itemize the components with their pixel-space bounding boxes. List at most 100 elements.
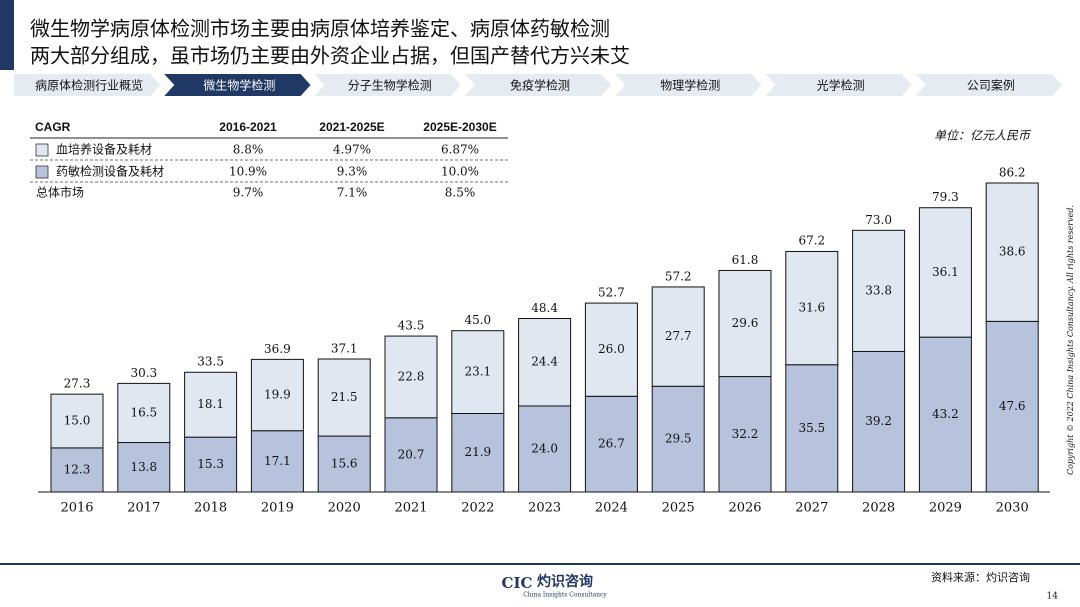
- total-label: 45.0: [464, 313, 491, 327]
- x-tick-label: 2021: [394, 501, 427, 516]
- unit-label: 单位：亿元人民币: [934, 129, 1032, 143]
- bar-segment: [384, 335, 438, 419]
- value-label: 24.0: [531, 441, 558, 455]
- x-tick-label: 2027: [795, 501, 828, 516]
- x-tick-label: 2018: [194, 501, 227, 516]
- value-label: 47.6: [999, 399, 1026, 413]
- bar-segment: [785, 364, 839, 493]
- value-label: 29.5: [665, 432, 692, 446]
- table-cell: 10.9%: [229, 165, 267, 179]
- x-tick-label: 2019: [261, 501, 294, 516]
- total-label: 61.8: [732, 253, 759, 267]
- accent-bar: [0, 0, 14, 70]
- bar-segment: [985, 182, 1039, 322]
- logo-mark: CIC: [502, 574, 533, 592]
- nav-tab: [14, 74, 161, 96]
- bar-segment: [317, 358, 371, 437]
- value-label: 26.7: [598, 437, 625, 451]
- total-label: 67.2: [798, 234, 825, 248]
- bar-segment: [117, 442, 171, 493]
- total-label: 43.5: [398, 319, 425, 333]
- table-row-label: 总体市场: [36, 185, 84, 200]
- nav-tab: [464, 74, 612, 96]
- nav-tab-active: [164, 74, 311, 96]
- total-label: 33.5: [197, 354, 224, 368]
- value-label: 29.6: [732, 316, 759, 330]
- nav-tab: [615, 74, 762, 96]
- value-label: 13.8: [130, 460, 157, 474]
- bar-segment: [852, 350, 906, 493]
- legend-label: 血培养设备及耗材: [56, 142, 152, 157]
- x-tick-label: 2022: [461, 501, 494, 516]
- nav-tab-label: 病原体检测行业概览: [35, 78, 143, 93]
- value-label: 19.9: [264, 388, 291, 402]
- value-label: 15.6: [331, 457, 358, 471]
- logo-subtext: China Insights Consultancy: [523, 592, 607, 599]
- value-label: 26.0: [598, 342, 625, 356]
- x-tick-label: 2026: [728, 501, 761, 516]
- total-label: 86.2: [999, 166, 1026, 180]
- value-label: 17.1: [264, 454, 291, 468]
- bar-segment: [651, 286, 705, 387]
- value-label: 24.4: [531, 355, 558, 369]
- bar-segment: [117, 382, 171, 444]
- x-tick-label: 2023: [528, 501, 561, 516]
- x-tick-label: 2028: [862, 501, 895, 516]
- total-label: 27.3: [64, 377, 91, 391]
- table-header: CAGR: [35, 120, 71, 134]
- x-tick-label: 2020: [328, 501, 361, 516]
- bar-segment: [50, 447, 104, 493]
- value-label: 23.1: [464, 365, 491, 379]
- x-tick-label: 2030: [996, 501, 1029, 516]
- value-label: 27.7: [665, 329, 692, 343]
- bar-segment: [718, 376, 772, 493]
- total-label: 79.3: [932, 190, 959, 204]
- total-label: 30.3: [130, 366, 157, 380]
- table-cell: 4.97%: [333, 143, 371, 157]
- bar-segment: [317, 435, 371, 493]
- bar-segment: [518, 405, 572, 493]
- copyright: Copyright © 2022 China Insights Consulta…: [1066, 205, 1075, 475]
- nav-tab-label: 物理学检测: [660, 78, 720, 93]
- x-tick-label: 2025: [662, 501, 695, 516]
- page-number: 14: [1047, 592, 1059, 602]
- bar-segment: [250, 358, 304, 432]
- title-line: 微生物学病原体检测市场主要由病原体培养鉴定、病原体药敏检测: [30, 17, 610, 41]
- value-label: 39.2: [865, 414, 892, 428]
- nav-tab-label: 公司案例: [967, 78, 1015, 93]
- table-header: 2025E-2030E: [423, 120, 496, 134]
- value-label: 32.2: [732, 427, 759, 441]
- bar-segment: [918, 336, 972, 493]
- legend-swatch: [35, 165, 49, 179]
- value-label: 21.9: [464, 445, 491, 459]
- table-cell: 6.87%: [441, 143, 479, 157]
- legend-swatch: [35, 143, 49, 157]
- table-header: 2021-2025E: [319, 120, 384, 134]
- table-cell: 9.3%: [337, 165, 368, 179]
- table-cell: 8.8%: [233, 143, 264, 157]
- value-label: 38.6: [999, 245, 1026, 259]
- value-label: 43.2: [932, 407, 959, 421]
- total-label: 37.1: [331, 342, 358, 356]
- x-tick-label: 2029: [929, 501, 962, 516]
- table-cell: 8.5%: [445, 186, 476, 200]
- table-cell: 10.0%: [441, 165, 479, 179]
- value-label: 12.3: [64, 462, 91, 476]
- value-label: 33.8: [865, 283, 892, 297]
- value-label: 16.5: [130, 405, 157, 419]
- value-label: 18.1: [197, 397, 224, 411]
- bar-segment: [451, 330, 505, 414]
- total-label: 48.4: [531, 301, 558, 315]
- value-label: 15.0: [64, 414, 91, 428]
- bar-segment: [852, 229, 906, 352]
- legend-label: 药敏检测设备及耗材: [56, 164, 164, 179]
- value-label: 15.3: [197, 457, 224, 471]
- nav-tab-label: 免疫学检测: [510, 78, 570, 93]
- total-label: 73.0: [865, 213, 892, 227]
- value-label: 35.5: [798, 421, 825, 435]
- nav-tab-label: 光学检测: [817, 78, 865, 93]
- value-label: 36.1: [932, 265, 959, 279]
- bar-segment: [584, 395, 638, 493]
- total-label: 57.2: [665, 269, 692, 283]
